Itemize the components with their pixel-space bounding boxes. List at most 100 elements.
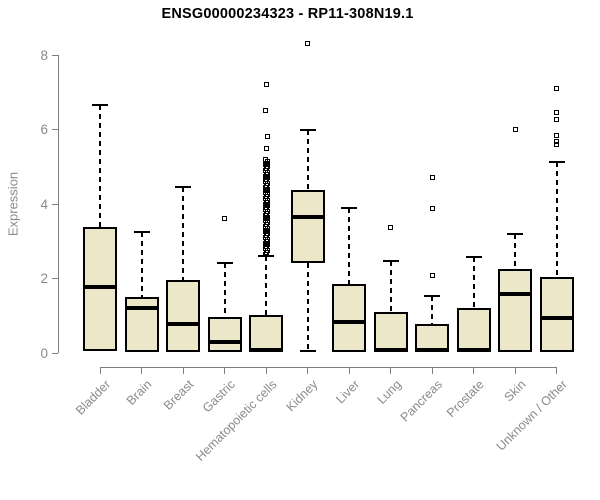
x-tick-label: Hematopoietic cells — [192, 377, 280, 464]
median-line — [539, 315, 574, 320]
x-tick-label: Lung — [374, 377, 404, 407]
x-tick — [514, 367, 516, 374]
x-tick-label: Bladder — [72, 377, 114, 418]
upper-whisker-cap — [382, 259, 399, 262]
median-line — [456, 348, 491, 353]
x-tick — [99, 367, 101, 374]
outlier-point — [429, 273, 435, 279]
upper-whisker — [348, 208, 350, 285]
outlier-point — [262, 108, 268, 114]
box — [498, 269, 532, 353]
median-line — [332, 320, 366, 325]
median-line — [83, 285, 117, 290]
x-tick-label: Liver — [333, 377, 363, 407]
y-tick — [52, 203, 58, 205]
upper-whisker — [140, 231, 143, 298]
y-tick — [52, 352, 58, 354]
upper-whisker-cap — [299, 128, 316, 131]
box — [207, 316, 242, 353]
outlier-point — [554, 116, 559, 122]
outlier-point — [264, 134, 270, 140]
outlier-point — [222, 215, 227, 221]
upper-whisker — [514, 234, 516, 270]
chart-title: ENSG00000234323 - RP11-308N19.1 — [161, 6, 414, 22]
y-axis-line — [58, 55, 59, 353]
upper-whisker-cap — [507, 233, 523, 236]
upper-whisker-cap — [175, 186, 191, 189]
upper-whisker-cap — [465, 255, 482, 258]
outlier-point — [263, 82, 269, 88]
upper-whisker — [99, 105, 101, 228]
y-tick — [52, 54, 58, 56]
box — [539, 277, 574, 353]
outlier-point — [263, 146, 269, 152]
box — [373, 312, 408, 353]
outlier-point — [262, 156, 268, 162]
median-line — [124, 305, 159, 310]
x-tick — [307, 367, 308, 374]
box — [249, 315, 283, 353]
x-tick — [141, 367, 142, 374]
x-tick-label: Prostate — [443, 377, 487, 421]
y-tick-label: 8 — [40, 47, 48, 63]
outlier-point — [554, 86, 559, 92]
x-tick-label: Kidney — [283, 377, 321, 415]
outlier-point — [554, 110, 559, 116]
median-line — [290, 215, 325, 220]
y-tick — [52, 278, 58, 279]
y-tick-label: 0 — [40, 345, 48, 361]
median-line — [166, 321, 200, 326]
upper-whisker — [182, 187, 184, 280]
box — [83, 227, 117, 352]
x-tick — [182, 367, 184, 374]
outlier-point — [512, 127, 518, 132]
y-tick-label: 2 — [40, 271, 48, 286]
x-tick — [556, 367, 557, 374]
y-tick-label: 6 — [40, 122, 48, 137]
x-axis-line — [99, 367, 557, 368]
y-tick-label: 4 — [40, 196, 48, 212]
upper-whisker — [431, 296, 433, 324]
outlier-point — [554, 139, 559, 145]
outlier-point — [305, 40, 310, 46]
x-tick — [348, 367, 350, 374]
upper-whisker-cap — [92, 104, 108, 107]
outlier-point — [388, 225, 393, 231]
box — [290, 189, 325, 263]
outlier-point — [429, 206, 435, 212]
upper-whisker — [555, 161, 558, 277]
x-tick-label: Pancreas — [397, 377, 446, 425]
x-tick — [390, 367, 391, 374]
median-line — [249, 348, 283, 353]
outlier-point — [554, 133, 559, 139]
x-tick — [431, 367, 433, 374]
box — [332, 284, 366, 353]
median-line — [498, 292, 532, 297]
x-tick-label: Breast — [160, 377, 197, 413]
upper-whisker-cap — [341, 207, 357, 210]
median-line — [415, 348, 449, 353]
x-tick — [265, 367, 267, 374]
upper-whisker — [223, 262, 226, 317]
upper-whisker — [389, 260, 392, 313]
x-tick-label: Brain — [124, 377, 155, 408]
x-tick — [224, 367, 225, 374]
box — [456, 307, 491, 353]
upper-whisker-cap — [133, 230, 150, 233]
upper-whisker-cap — [424, 295, 440, 297]
upper-whisker-cap — [548, 160, 565, 163]
upper-whisker — [265, 256, 267, 315]
lower-whisker — [306, 262, 309, 352]
lower-whisker-cap — [299, 350, 316, 353]
x-tick-label: Skin — [501, 377, 529, 405]
upper-whisker — [472, 256, 475, 308]
x-tick — [473, 367, 474, 374]
upper-whisker-cap — [216, 261, 233, 264]
box — [166, 279, 200, 353]
outlier-point — [429, 175, 435, 181]
y-tick — [52, 129, 58, 130]
x-tick-label: Gastric — [199, 377, 238, 416]
median-line — [373, 348, 408, 353]
